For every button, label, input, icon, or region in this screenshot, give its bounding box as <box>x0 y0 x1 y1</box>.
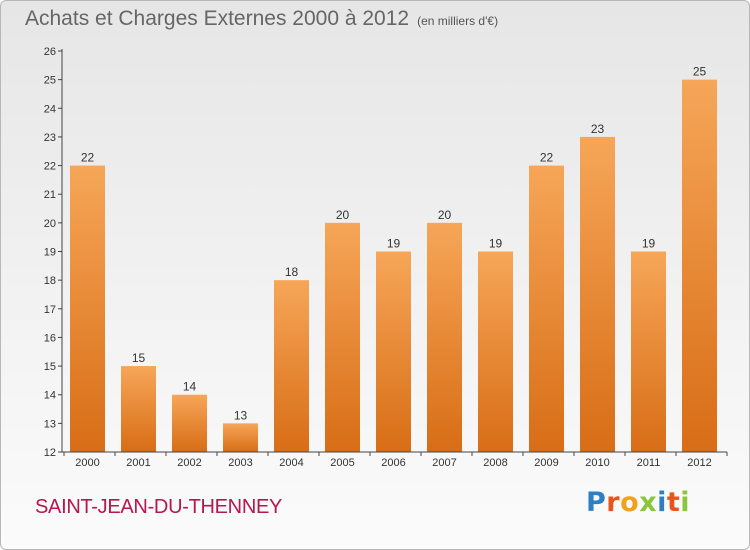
data-label-2006: 19 <box>387 237 401 251</box>
logo-letter: P <box>586 487 607 518</box>
data-label-2009: 22 <box>540 151 554 165</box>
data-label-2001: 15 <box>132 351 146 365</box>
x-tick-label-2011: 2011 <box>637 457 661 469</box>
y-tick-label-26: 26 <box>44 46 56 58</box>
data-label-2002: 14 <box>183 380 197 394</box>
x-tick-label-2001: 2001 <box>126 457 150 469</box>
x-tick-label-2002: 2002 <box>177 457 201 469</box>
axes-group: 2000 2001 2002 2003 2004 2005 2006 2007 2008 2009… <box>44 46 728 469</box>
proxiti-logo: Proxiti <box>586 487 690 518</box>
title-text: Achats et Charges Externes 2000 à 2012 <box>25 7 410 30</box>
x-tick-label-2012: 2012 <box>687 457 711 469</box>
bar-2007 <box>427 222 462 452</box>
x-tick-label-2009: 2009 <box>534 457 558 469</box>
y-tick-label-12: 12 <box>44 447 56 459</box>
bar-2001 <box>121 366 156 452</box>
data-label-2007: 20 <box>438 208 452 222</box>
data-label-2003: 13 <box>234 408 248 422</box>
bar-2002 <box>172 394 207 452</box>
data-label-2004: 18 <box>285 265 299 279</box>
bar-2004 <box>274 280 309 452</box>
y-tick-label-21: 21 <box>44 189 56 201</box>
data-label-2011: 19 <box>642 237 656 251</box>
y-tick-label-17: 17 <box>44 304 56 316</box>
y-tick-label-15: 15 <box>44 361 56 373</box>
logo-letter: i <box>657 487 667 518</box>
y-tick-label-14: 14 <box>44 390 56 402</box>
y-tick-label-25: 25 <box>44 75 56 87</box>
y-tick-label-24: 24 <box>44 103 56 115</box>
bar-2000 <box>70 165 105 453</box>
chart-title: Achats et Charges Externes 2000 à 2012 (e… <box>25 7 498 31</box>
bar-2012 <box>682 79 717 453</box>
data-label-2008: 19 <box>489 237 503 251</box>
chart-subtitle: (en milliers d'€) <box>417 14 499 28</box>
data-label-2005: 20 <box>336 208 350 222</box>
y-tick-label-16: 16 <box>44 332 56 344</box>
logo-letter: r <box>606 487 621 518</box>
logo-letter: i <box>680 487 691 518</box>
bars-group <box>70 79 717 453</box>
bar-2010 <box>580 136 615 452</box>
y-tick-label-22: 22 <box>44 161 56 173</box>
x-tick-label-2003: 2003 <box>228 457 252 469</box>
bar-2006 <box>376 251 411 452</box>
bar-2009 <box>529 165 564 453</box>
y-tick-label-18: 18 <box>44 275 56 287</box>
x-tick-label-2007: 2007 <box>432 457 456 469</box>
y-tick-label-19: 19 <box>44 247 56 259</box>
y-tick-label-23: 23 <box>44 132 56 144</box>
x-tick-label-2008: 2008 <box>483 457 507 469</box>
data-label-2000: 22 <box>81 151 95 165</box>
bar-2011 <box>631 251 666 452</box>
logo-letter: o <box>620 487 640 518</box>
logo-letter: t <box>666 487 681 518</box>
data-label-2012: 25 <box>693 65 707 79</box>
location-name: SAINT-JEAN-DU-THENNEY <box>35 496 283 518</box>
bar-2005 <box>325 222 360 452</box>
x-tick-label-2005: 2005 <box>330 457 354 469</box>
data-label-2010: 23 <box>591 122 605 136</box>
data-labels-group: 22 15 14 13 18 20 19 20 19 22 23 19 25 <box>81 65 707 423</box>
x-tick-label-2006: 2006 <box>381 457 405 469</box>
x-tick-label-2004: 2004 <box>279 457 303 469</box>
logo-letter: x <box>639 487 658 518</box>
x-tick-label-2000: 2000 <box>75 457 99 469</box>
y-tick-label-13: 13 <box>44 418 56 430</box>
bar-2008 <box>478 251 513 452</box>
x-tick-label-2010: 2010 <box>585 457 609 469</box>
bar-2003 <box>223 423 258 452</box>
y-tick-label-20: 20 <box>44 218 56 230</box>
